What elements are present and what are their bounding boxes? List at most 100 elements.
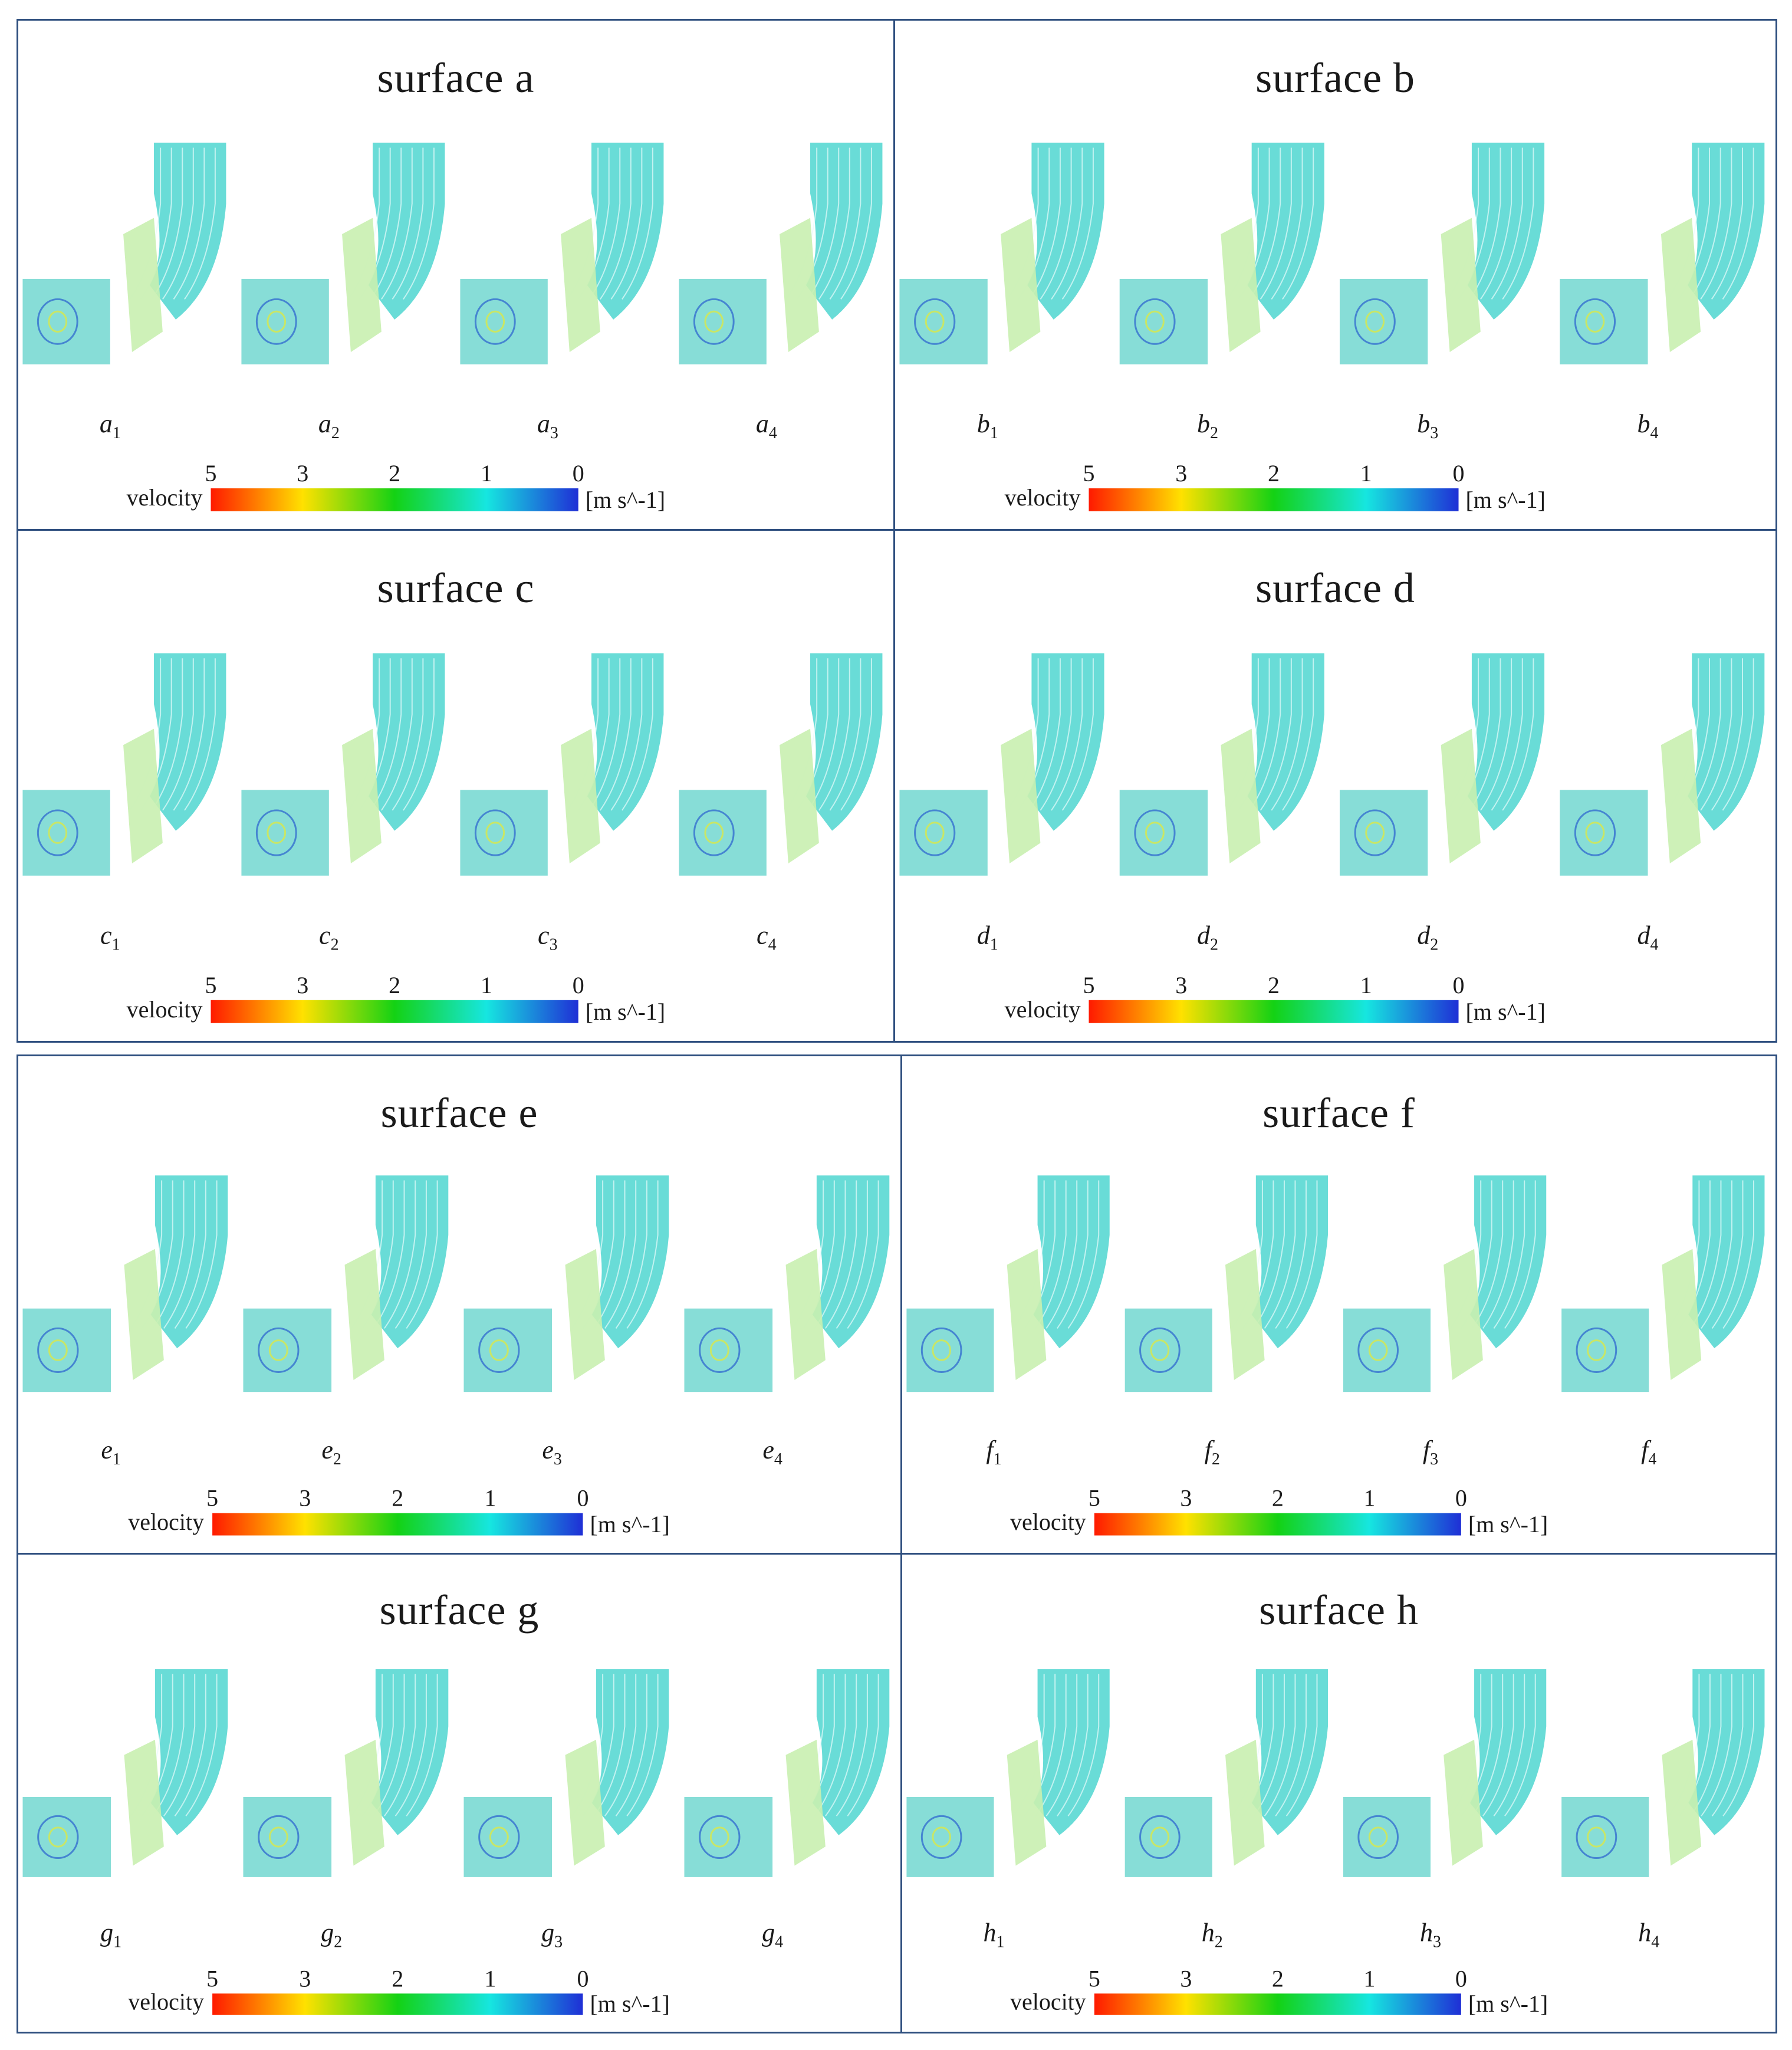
streamline-subfigure xyxy=(22,653,226,876)
streamline xyxy=(1057,1674,1089,1816)
streamline-figure: c1 c2 c3 c4 velocity [m s^-1] 5 3 2 1 0 xyxy=(22,653,883,1025)
legend-tick: 2 xyxy=(1272,1485,1284,1512)
subfigure-label: c3 xyxy=(538,921,558,954)
vortex xyxy=(699,1327,741,1374)
streamline-subfigure xyxy=(684,1175,890,1392)
legend-unit: [m s^-1] xyxy=(1468,1990,1548,2017)
streamline xyxy=(1260,147,1292,300)
colorbar xyxy=(212,1993,583,2015)
vortex-core xyxy=(1585,822,1605,844)
streamline xyxy=(174,1674,206,1816)
streamline xyxy=(626,1180,659,1329)
legend-tick: 0 xyxy=(577,1485,588,1512)
streamline-figure: e1 e2 e3 e4 velocity [m s^-1] 5 3 2 1 0 xyxy=(22,1175,890,1538)
streamline xyxy=(1504,1180,1536,1329)
vortex-core xyxy=(925,822,945,844)
panel-title: surface e xyxy=(380,1089,538,1136)
subfigure-label: d2 xyxy=(1417,921,1438,954)
streamline-subfigure xyxy=(22,1175,228,1392)
vortex xyxy=(920,1327,962,1374)
subfigure-label: h2 xyxy=(1202,1918,1223,1951)
streamline-subfigure xyxy=(1124,1669,1328,1877)
outlet-duct-flow xyxy=(149,142,226,320)
vortex-core xyxy=(268,1826,288,1848)
colorbar xyxy=(211,1000,578,1023)
streamline xyxy=(1275,1180,1307,1329)
subfigure-label: b3 xyxy=(1417,409,1438,442)
streamline xyxy=(1711,1180,1744,1329)
streamline xyxy=(173,658,205,811)
panel-surface-f: surface f f1 f2 f3 f4 velocity [m s^-1] 5 3 2 1 0 xyxy=(900,1054,1777,1555)
streamline xyxy=(163,1180,196,1329)
vortex-core xyxy=(709,1826,729,1848)
middle-passage-flow xyxy=(1441,218,1481,353)
legend-tick: 3 xyxy=(1175,972,1187,998)
vortex xyxy=(1134,298,1176,345)
streamline-subfigure xyxy=(1561,1669,1765,1877)
streamline xyxy=(825,1180,857,1329)
streamline-subfigure xyxy=(899,142,1104,364)
streamline xyxy=(162,658,194,811)
vortex-core xyxy=(268,1339,288,1361)
streamline xyxy=(1493,1180,1525,1329)
streamline xyxy=(163,1674,196,1816)
panel-title: surface d xyxy=(1255,564,1415,612)
outlet-duct-flow xyxy=(1687,653,1765,831)
streamline xyxy=(600,658,632,811)
vortex xyxy=(1576,1327,1617,1374)
streamline xyxy=(1282,658,1314,811)
vortex xyxy=(255,809,297,856)
outlet-duct-flow xyxy=(587,142,664,320)
legend-tick: 1 xyxy=(1363,1965,1375,1992)
outlet-duct-flow xyxy=(1469,1175,1547,1349)
streamline xyxy=(406,1674,438,1816)
streamline xyxy=(1701,1674,1732,1816)
middle-passage-flow xyxy=(785,1739,826,1866)
vortex-core xyxy=(48,1826,68,1848)
panel-title: surface c xyxy=(377,564,535,612)
streamline xyxy=(604,1674,637,1816)
middle-passage-flow xyxy=(1225,1249,1265,1380)
legend-tick: 2 xyxy=(1272,1965,1284,1992)
middle-passage-flow xyxy=(565,1249,605,1380)
subfigure-label: c2 xyxy=(319,921,339,954)
streamline-figure: a1 a2 a3 a4 velocity [m s^-1] 5 3 2 1 0 xyxy=(22,142,883,513)
streamline xyxy=(836,1674,868,1816)
streamline-subfigure xyxy=(899,653,1104,876)
vortex xyxy=(258,1815,300,1860)
subfigure-label: c1 xyxy=(100,921,120,954)
streamline xyxy=(829,147,862,300)
legend-tick: 5 xyxy=(206,1485,218,1512)
streamline xyxy=(1271,147,1303,300)
vortex-core xyxy=(48,310,68,333)
streamline-subfigure xyxy=(1119,142,1324,364)
legend-tick: 2 xyxy=(392,1965,403,1992)
vortex-core xyxy=(925,310,945,333)
legend-unit: [m s^-1] xyxy=(590,1990,669,2017)
streamline-subfigure xyxy=(684,1669,890,1877)
vortex xyxy=(474,298,516,345)
panel-title: surface b xyxy=(1255,54,1415,102)
middle-passage-flow xyxy=(124,1739,164,1866)
subfigure-label: e2 xyxy=(321,1435,341,1468)
streamline xyxy=(622,147,653,300)
subfigure-label: d4 xyxy=(1638,921,1659,954)
subfigure-label: h4 xyxy=(1638,1918,1659,1951)
streamline-subfigure xyxy=(241,653,445,876)
streamline-subfigure xyxy=(463,1669,669,1877)
outlet-duct-flow xyxy=(1251,1175,1328,1349)
legend-tick: 3 xyxy=(297,460,308,487)
vortex-core xyxy=(932,1826,951,1848)
colorbar xyxy=(1089,488,1459,511)
streamline xyxy=(406,1180,438,1329)
legend-tick: 3 xyxy=(297,972,308,998)
vortex xyxy=(914,298,956,345)
middle-passage-flow xyxy=(780,218,819,353)
streamline xyxy=(1711,1674,1744,1816)
middle-passage-flow xyxy=(1001,218,1041,353)
outlet-duct-flow xyxy=(150,1175,228,1349)
vortex-core xyxy=(1587,1826,1606,1848)
streamline-subfigure xyxy=(463,1175,669,1392)
streamline xyxy=(392,658,424,811)
legend-tick: 5 xyxy=(1089,1965,1100,1992)
